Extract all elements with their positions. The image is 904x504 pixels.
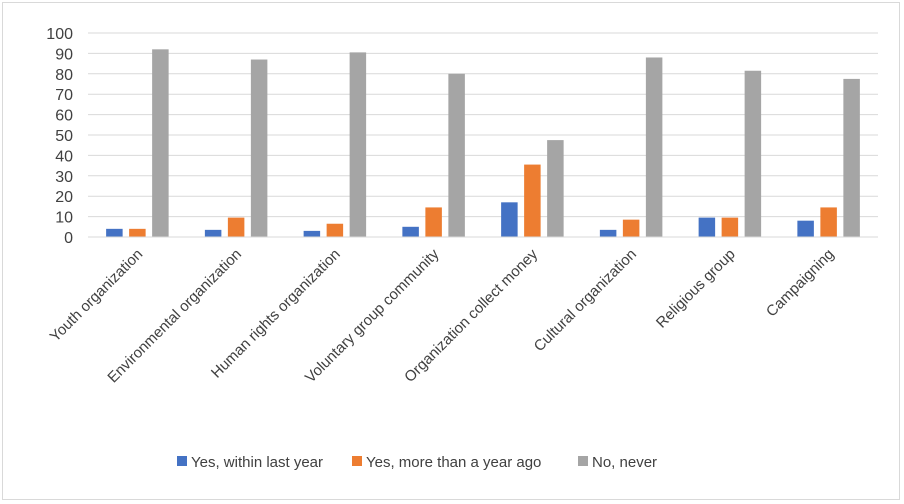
bar-3-3 — [349, 52, 367, 237]
bar-3-5 — [547, 140, 564, 237]
legend-label: Yes, more than a year ago — [366, 454, 541, 471]
y-tick-label: 60 — [55, 108, 73, 125]
legend-label: No, never — [592, 454, 657, 471]
legend-swatch — [578, 456, 588, 466]
bar-3-7 — [744, 70, 762, 238]
bar-2-3 — [326, 223, 344, 237]
category-label: Cultural organization — [531, 246, 640, 355]
y-tick-label: 10 — [55, 210, 73, 227]
y-tick-label: 80 — [55, 67, 73, 84]
y-tick-label: 30 — [55, 169, 73, 186]
legend: Yes, within last year Yes, more than a ye… — [177, 454, 657, 471]
y-tick-label: 20 — [55, 189, 73, 206]
y-tick-label: 70 — [55, 87, 73, 104]
bar-3-8 — [843, 78, 860, 238]
bar-3-1 — [152, 49, 169, 237]
y-tick-label: 90 — [55, 46, 73, 63]
bar-1-4 — [402, 226, 419, 237]
bar-3-2 — [250, 59, 268, 237]
bar-2-5 — [524, 164, 541, 237]
y-axis-ticks: 0 10 20 30 40 50 60 70 80 90 100 — [46, 26, 73, 247]
bar-1-5 — [501, 202, 518, 237]
y-tick-label: 0 — [64, 230, 73, 247]
bar-1-1 — [106, 228, 123, 237]
bar-3-4 — [448, 73, 465, 237]
bar-1-3 — [303, 230, 321, 237]
bar-2-4 — [425, 207, 442, 237]
category-label: Campaigning — [763, 246, 838, 321]
bar-1-7 — [698, 217, 716, 237]
category-label: Religious group — [653, 246, 739, 332]
bar-2-8 — [820, 207, 837, 237]
y-tick-label: 50 — [55, 128, 73, 145]
bar-2-2 — [227, 217, 245, 237]
bars — [106, 49, 860, 238]
legend-label: Yes, within last year — [191, 454, 323, 471]
legend-swatch — [177, 456, 187, 466]
bar-1-6 — [599, 229, 617, 237]
legend-swatch — [352, 456, 362, 466]
category-label: Youth organization — [47, 246, 147, 346]
bar-3-6 — [645, 57, 663, 238]
y-tick-label: 100 — [46, 26, 73, 43]
bar-2-1 — [129, 228, 146, 237]
bar-1-8 — [797, 220, 814, 237]
y-tick-label: 40 — [55, 148, 73, 165]
bar-1-2 — [204, 229, 222, 237]
bar-2-7 — [721, 217, 739, 237]
bar-2-6 — [622, 219, 640, 237]
